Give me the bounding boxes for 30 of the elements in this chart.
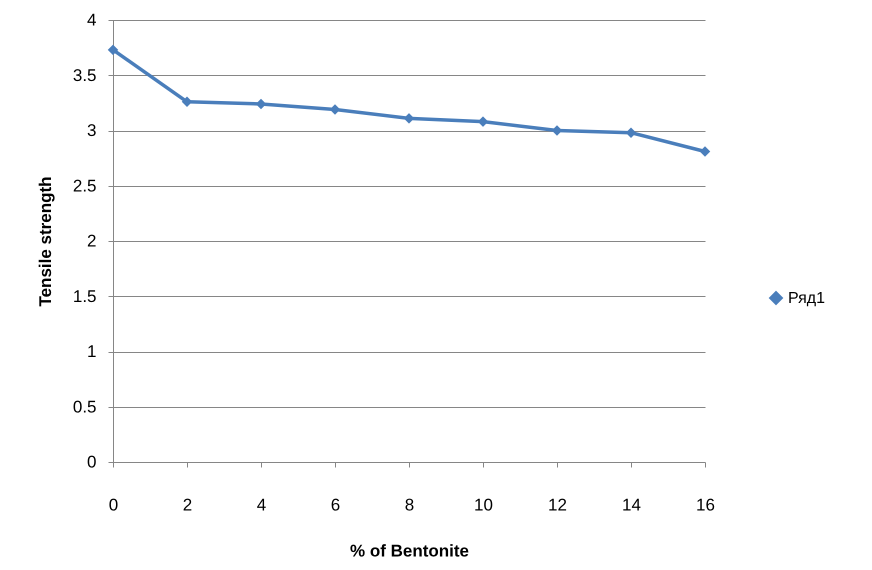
- y-tick-label: 4: [87, 10, 96, 30]
- point: [404, 113, 414, 124]
- y-tick-label: 1.5: [72, 286, 96, 306]
- y-tick-label: 3: [87, 121, 96, 140]
- point: [626, 127, 636, 138]
- x-tick-label: 6: [330, 496, 340, 514]
- point: [478, 116, 488, 127]
- point: [330, 104, 340, 115]
- x-tick-label: 12: [548, 496, 567, 514]
- point: [700, 146, 710, 157]
- point: [552, 125, 562, 136]
- x-tick-label: 10: [474, 496, 493, 514]
- y-tick-label: 1: [87, 342, 96, 361]
- point: [182, 96, 192, 108]
- x-tick-label: 0: [108, 496, 118, 514]
- point: [256, 98, 266, 110]
- x-tick-label: 16: [696, 496, 715, 514]
- legend-label: Ряд1: [788, 290, 826, 307]
- x-tick-label: 8: [404, 496, 414, 514]
- x-tick-label: 2: [182, 496, 192, 514]
- x-tick-label: 14: [622, 496, 641, 514]
- y-tick-label: 2: [87, 232, 96, 250]
- y-tick-label: 0.5: [72, 397, 96, 416]
- x-tick-label: 4: [256, 496, 266, 514]
- x-axis-title: % of Bentonite: [350, 542, 469, 560]
- y-axis-title: Tensile strength: [36, 176, 55, 307]
- y-tick-label: 3.5: [72, 66, 96, 85]
- y-tick-label: 2.5: [72, 176, 96, 196]
- y-tick-label: 0: [87, 452, 96, 472]
- point: [108, 44, 118, 56]
